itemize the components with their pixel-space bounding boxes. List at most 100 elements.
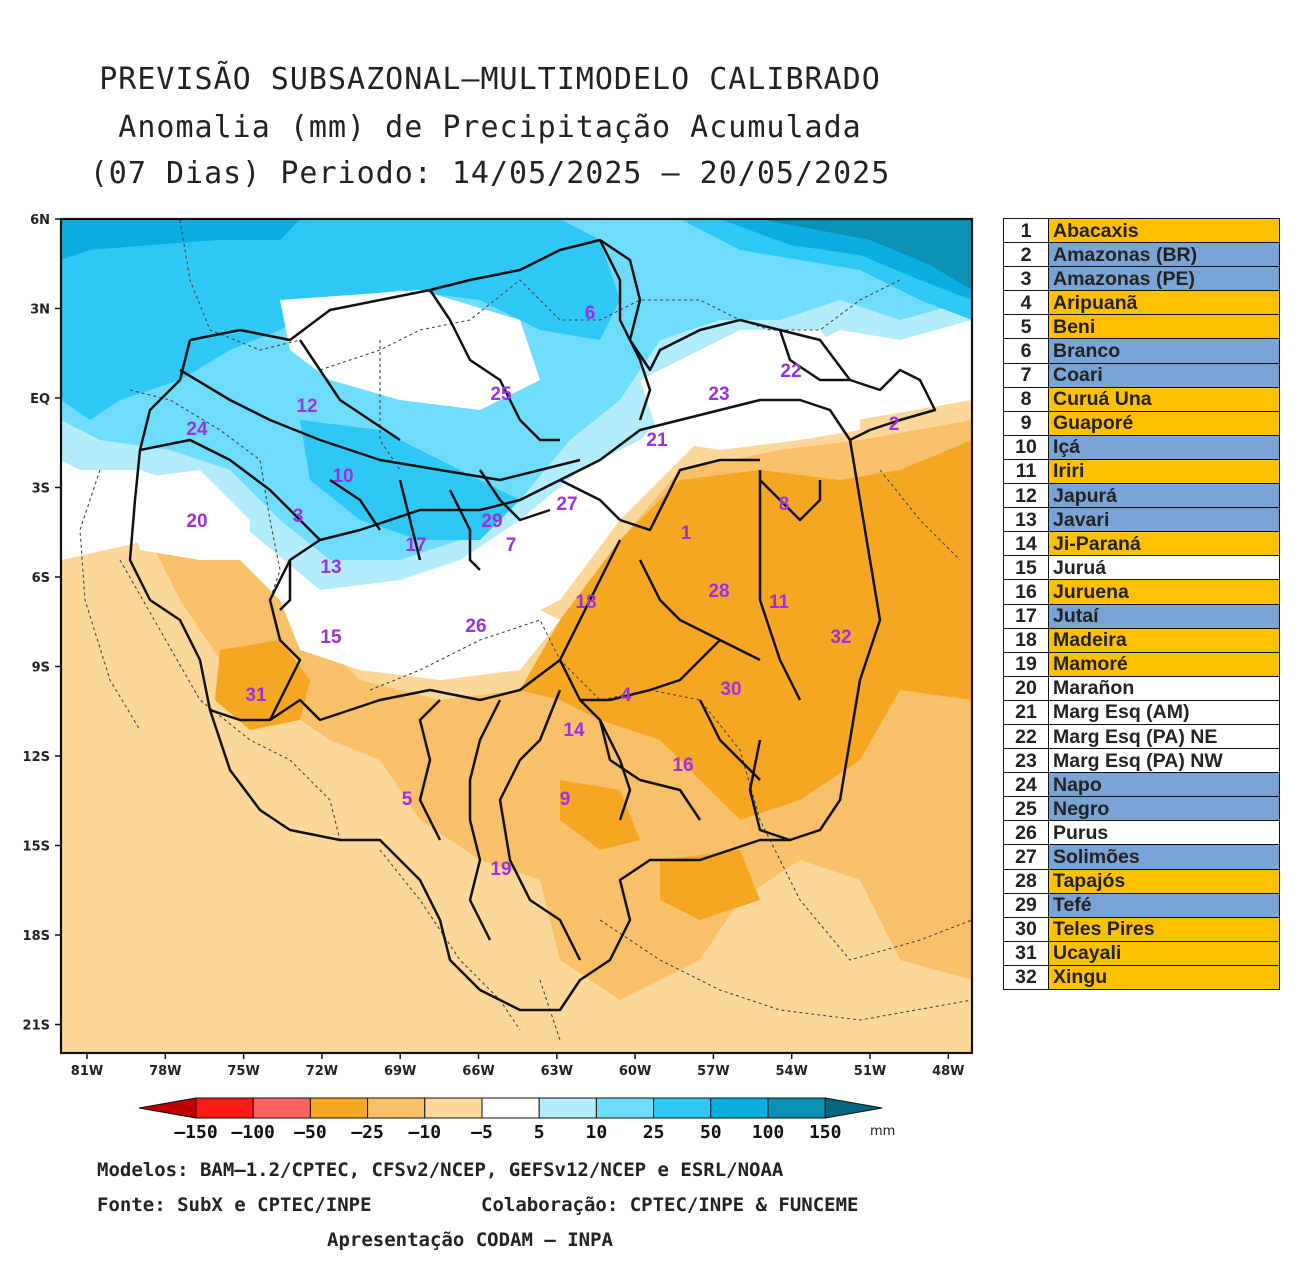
- legend-number: 10: [1003, 434, 1049, 460]
- colorbar-label: –10: [409, 1122, 442, 1143]
- basin-label-15: 15: [320, 627, 342, 648]
- legend-basin-name: Coari: [1048, 362, 1280, 388]
- lon-label: 78W: [149, 1064, 181, 1079]
- legend-basin-name: Japurá: [1048, 483, 1280, 509]
- colorbar-label: 100: [752, 1122, 785, 1143]
- lat-label: 21S: [23, 1019, 50, 1034]
- legend-number: 2: [1003, 242, 1049, 268]
- colorbar-left-arrow: [138, 1097, 197, 1119]
- footer-collab: Colaboração: CPTEC/INPE & FUNCEME: [481, 1194, 859, 1216]
- basin-label-8: 8: [779, 494, 790, 515]
- legend-number: 4: [1003, 290, 1049, 316]
- legend-row: 15 Juruá: [1003, 555, 1280, 581]
- basin-label-7: 7: [506, 535, 517, 556]
- basin-label-20: 20: [186, 511, 207, 532]
- legend-number: 8: [1003, 386, 1049, 412]
- legend-basin-name: Juruena: [1048, 579, 1280, 605]
- legend-number: 27: [1003, 844, 1049, 870]
- legend-basin-name: Amazonas (PE): [1048, 266, 1280, 292]
- legend-row: 21 Marg Esq (AM): [1003, 699, 1280, 725]
- colorbar-box: [595, 1097, 655, 1119]
- basin-label-22: 22: [780, 361, 801, 382]
- anomaly-neg25-region-2: [215, 640, 310, 730]
- legend-row: 19 Mamoré: [1003, 651, 1280, 677]
- legend-row: 7 Coari: [1003, 362, 1280, 388]
- legend-row: 9 Guaporé: [1003, 410, 1280, 436]
- anomaly-pos25-region: [61, 219, 620, 420]
- legend-basin-name: Ucayali: [1048, 940, 1280, 966]
- basin-label-17: 17: [405, 535, 426, 556]
- footer-models: Modelos: BAM–1.2/CPTEC, CFSv2/NCEP, GEFS…: [97, 1159, 784, 1181]
- legend-row: 4 Aripuanã: [1003, 290, 1280, 316]
- legend-basin-name: Javari: [1048, 507, 1280, 533]
- title-line-3: (07 Dias) Periodo: 14/05/2025 – 20/05/20…: [89, 156, 891, 191]
- legend-number: 12: [1003, 483, 1049, 509]
- legend-number: 13: [1003, 507, 1049, 533]
- legend-row: 10 Içá: [1003, 434, 1280, 460]
- legend-basin-name: Tefé: [1048, 892, 1280, 918]
- basin-label-13: 13: [320, 557, 341, 578]
- legend-row: 28 Tapajós: [1003, 868, 1280, 894]
- basin-boundaries: [128, 238, 937, 1012]
- basin-label-4: 4: [621, 685, 632, 706]
- legend-number: 16: [1003, 579, 1049, 605]
- lat-label: 3N: [30, 303, 50, 318]
- lat-label: 6N: [30, 213, 50, 228]
- basin-label-2: 2: [889, 414, 900, 435]
- legend-number: 18: [1003, 627, 1049, 653]
- lat-label: 3S: [32, 482, 50, 497]
- footer-presentation: Apresentação CODAM – INPA: [327, 1229, 613, 1251]
- anomaly-neutral-region-2: [640, 330, 860, 450]
- basin-label-31: 31: [245, 685, 267, 706]
- lat-label: 12S: [23, 750, 50, 765]
- longitude-axis: 81W 78W 75W 72W 69W 66W 63W 60W 57W 54W 51W 48W: [71, 1053, 965, 1079]
- legend-basin-name: Juruá: [1048, 555, 1280, 581]
- colorbar-box: [481, 1097, 540, 1119]
- basin-legend-table: 1 Abacaxis 2 Amazonas (BR) 3 Amazonas (PE) 4 Ar…: [1003, 217, 1280, 991]
- legend-number: 32: [1003, 964, 1049, 991]
- colorbar-label: –25: [351, 1122, 384, 1143]
- legend-basin-name: Negro: [1048, 796, 1280, 822]
- lon-label: 54W: [775, 1064, 807, 1079]
- legend-number: 23: [1003, 748, 1049, 774]
- legend-row: 2 Amazonas (BR): [1003, 242, 1280, 268]
- basin-label-23: 23: [708, 384, 729, 405]
- legend-basin-name: Purus: [1048, 820, 1280, 846]
- legend-row: 8 Curuá Una: [1003, 386, 1280, 412]
- legend-basin-name: Içá: [1048, 434, 1280, 460]
- country-borders: [79, 219, 973, 1041]
- basin-label-16: 16: [672, 755, 693, 776]
- legend-basin-name: Solimões: [1048, 844, 1280, 870]
- legend-number: 19: [1003, 651, 1049, 677]
- legend-row: 26 Purus: [1003, 820, 1280, 846]
- legend-number: 26: [1003, 820, 1049, 846]
- legend-row: 12 Japurá: [1003, 483, 1280, 509]
- lon-label: 51W: [854, 1064, 886, 1079]
- legend-row: 1 Abacaxis: [1003, 217, 1280, 244]
- basin-label-27: 27: [556, 494, 577, 515]
- colorbar-label: –100: [232, 1122, 275, 1143]
- legend-basin-name: Jutaí: [1048, 603, 1280, 629]
- colorbar-right-arrow: [824, 1097, 883, 1119]
- lon-label: 72W: [306, 1064, 338, 1079]
- legend-number: 30: [1003, 916, 1049, 942]
- anomaly-pos100-region: [760, 219, 972, 290]
- colorbar-box: [653, 1097, 712, 1119]
- legend-basin-name: Marg Esq (PA) NE: [1048, 723, 1280, 750]
- legend-number: 17: [1003, 603, 1049, 629]
- legend-number: 28: [1003, 868, 1049, 894]
- legend-number: 7: [1003, 362, 1049, 388]
- colorbar: –150 –100 –50 –25 –10 –5 5 10 25 50 100 150 mm: [138, 1097, 895, 1143]
- legend-basin-name: Marg Esq (PA) NW: [1048, 748, 1280, 774]
- legend-row: 32 Xingu: [1003, 964, 1280, 991]
- anomaly-neutral-region: [280, 290, 540, 410]
- basin-label-21: 21: [646, 430, 668, 451]
- legend-row: 20 Marañon: [1003, 675, 1280, 701]
- legend-basin-name: Beni: [1048, 314, 1280, 340]
- legend-row: 31 Ucayali: [1003, 940, 1280, 966]
- lon-label: 48W: [932, 1064, 964, 1079]
- basin-label-29: 29: [481, 511, 502, 532]
- legend-row: 30 Teles Pires: [1003, 916, 1280, 942]
- basin-label-19: 19: [490, 859, 511, 880]
